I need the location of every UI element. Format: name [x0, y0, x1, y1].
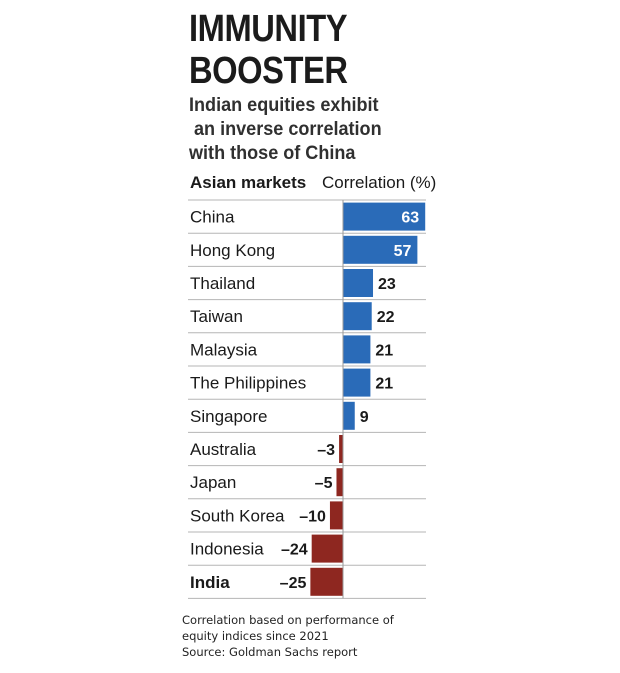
value-label: 21 [375, 376, 393, 393]
value-label: –3 [317, 442, 335, 459]
bar [343, 368, 371, 397]
column-header-correlation: Correlation (%) [322, 173, 437, 192]
bar [343, 335, 371, 364]
value-label: 22 [377, 309, 395, 326]
category-label: The Philippines [190, 374, 306, 393]
value-label: –24 [281, 542, 308, 559]
footnote: Correlation based on performance of equi… [182, 613, 394, 659]
category-label: Thailand [190, 274, 255, 293]
category-label: Taiwan [190, 307, 243, 326]
bar [343, 401, 355, 430]
bar [336, 468, 343, 497]
category-label: China [190, 208, 235, 227]
bar [339, 435, 343, 463]
value-label: 63 [401, 210, 419, 227]
value-label: 9 [360, 409, 369, 426]
value-label: 57 [394, 243, 412, 260]
value-label: –25 [280, 575, 307, 592]
category-label: Malaysia [190, 340, 258, 359]
category-label: Indonesia [190, 540, 264, 559]
column-header-markets: Asian markets [190, 173, 307, 192]
category-label: India [190, 573, 230, 592]
chart-subtitle: Indian equities exhibit an inverse corre… [189, 95, 382, 164]
category-label: Singapore [190, 407, 268, 426]
bar [329, 501, 343, 530]
category-label: Australia [190, 440, 257, 459]
category-label: South Korea [190, 506, 285, 525]
value-label: 21 [375, 342, 393, 359]
category-label: Japan [190, 473, 236, 492]
bar [343, 202, 426, 231]
bar [311, 534, 343, 563]
value-label: –5 [315, 475, 333, 492]
value-label: –10 [299, 508, 326, 525]
bar [343, 235, 418, 264]
bar [343, 302, 372, 331]
bar [310, 567, 343, 596]
bar [343, 269, 374, 297]
chart-title: IMMUNITY BOOSTER [189, 8, 348, 92]
category-label: Hong Kong [190, 241, 275, 260]
value-label: 23 [378, 276, 396, 293]
